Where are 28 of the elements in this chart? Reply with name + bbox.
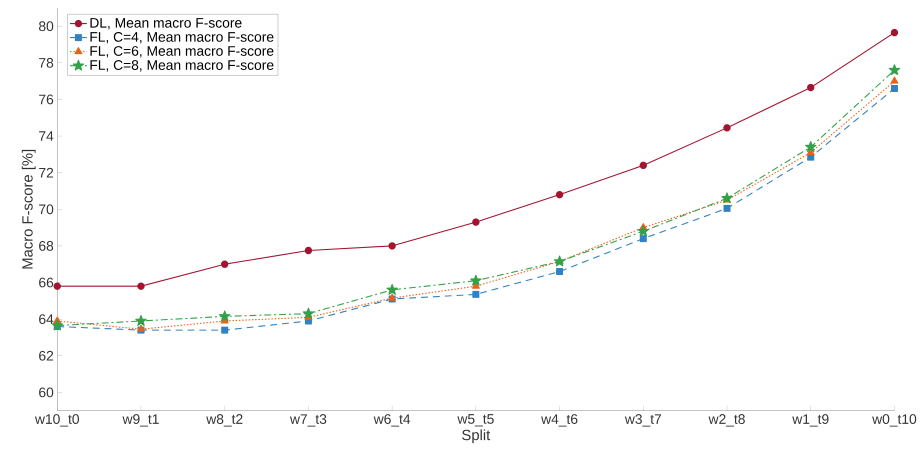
y-tick-label: 78 xyxy=(39,58,54,68)
y-tick-label: 76 xyxy=(39,94,54,104)
x-tick-label: w9_t1 xyxy=(122,414,159,427)
y-axis-title: Macro F-score [%] xyxy=(22,150,36,269)
y-tick-label: 66 xyxy=(39,278,54,288)
legend-label: FL, C=4, Mean macro F-score xyxy=(90,32,274,44)
x-tick-label: w7_t3 xyxy=(290,414,326,427)
x-axis-title: Split xyxy=(462,429,490,444)
x-tick-label: w1_t9 xyxy=(792,414,829,427)
x-tick-label: w4_t6 xyxy=(541,414,578,427)
legend-label: FL, C=8, Mean macro F-score xyxy=(90,60,274,72)
y-tick-label: 62 xyxy=(39,350,54,361)
y-tick-label: 60 xyxy=(39,387,54,398)
x-tick-label: w5_t5 xyxy=(457,414,494,426)
y-tick-label: 74 xyxy=(39,131,54,141)
y-tick-label: 80 xyxy=(39,21,54,32)
x-tick-label: w8_t2 xyxy=(206,414,242,427)
y-tick-label: 72 xyxy=(39,168,54,178)
x-tick-label: w6_t4 xyxy=(374,414,410,427)
x-tick-label: w2_t8 xyxy=(708,414,745,427)
y-tick-label: 64 xyxy=(39,314,54,324)
x-tick-label: w3_t7 xyxy=(624,414,662,427)
legend-label: FL, C=6, Mean macro F-score xyxy=(90,46,274,58)
y-tick-label: 70 xyxy=(39,204,54,214)
x-tick-label: w0_t10 xyxy=(872,414,916,427)
legend-label: DL, Mean macro F-score xyxy=(90,18,242,30)
y-tick-label: 68 xyxy=(39,241,54,251)
x-tick-label: w10_t0 xyxy=(34,414,79,427)
